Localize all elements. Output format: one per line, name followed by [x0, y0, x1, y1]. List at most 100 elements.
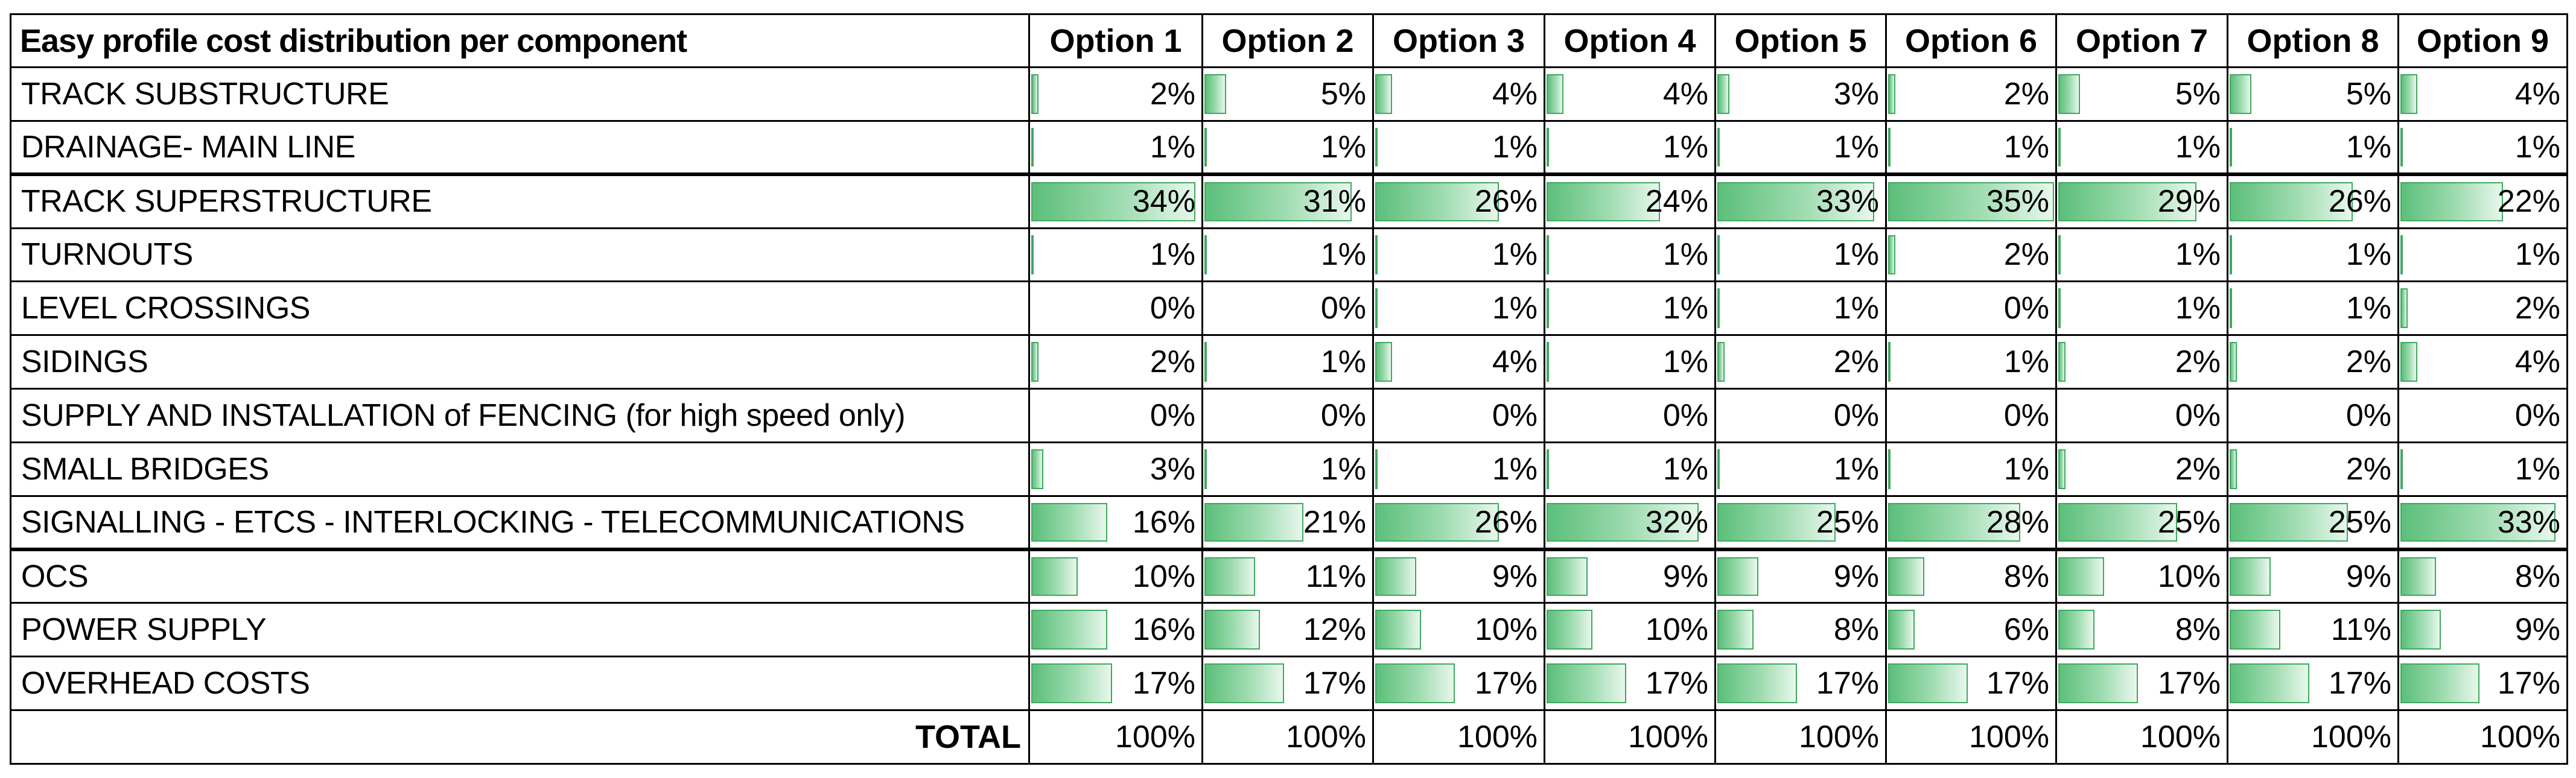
value-cell: 1% [1372, 119, 1545, 176]
value-cell: 1% [1885, 334, 2057, 390]
data-bar [2058, 610, 2095, 650]
value-cell: 1% [1201, 334, 1374, 390]
data-bar [2058, 502, 2177, 542]
data-bar [1375, 502, 1499, 542]
value-cell: 1% [2397, 227, 2568, 283]
data-bar [1204, 610, 1260, 650]
value-cell: 1% [2227, 227, 2399, 283]
column-header-option-1: Option 1 [1028, 13, 1203, 68]
data-bar [1547, 288, 1549, 329]
percent-value: 9% [1662, 559, 1708, 595]
data-bar [2058, 182, 2196, 221]
data-bar [2230, 557, 2271, 596]
value-cell: 1% [1544, 280, 1716, 337]
data-bar [1888, 502, 2021, 542]
value-cell: 4% [2397, 334, 2568, 390]
data-bar [1375, 610, 1422, 650]
data-bar [1547, 557, 1588, 596]
value-cell: 12% [1201, 602, 1374, 658]
data-bar [2400, 449, 2403, 489]
value-cell: 17% [1544, 656, 1716, 712]
total-value: 100% [1028, 709, 1203, 765]
data-bar [1547, 74, 1563, 114]
percent-value: 4% [1662, 76, 1708, 112]
percent-value: 0% [1150, 397, 1195, 433]
value-cell: 1% [1372, 280, 1545, 337]
value-cell: 1% [1544, 119, 1716, 176]
column-header-option-6: Option 6 [1885, 13, 2057, 68]
data-bar [2058, 557, 2105, 596]
percent-value: 0% [1492, 397, 1538, 433]
data-bar [2400, 610, 2441, 650]
percent-value: 32% [1645, 504, 1708, 540]
percent-value: 2% [2345, 451, 2391, 487]
value-cell: 10% [1544, 602, 1716, 658]
percent-value: 2% [2175, 451, 2221, 487]
percent-value: 1% [2345, 130, 2391, 165]
data-bar [1547, 182, 1660, 221]
data-bar [1888, 74, 1895, 114]
percent-value: 0% [1833, 397, 1879, 433]
value-cell: 1% [2055, 280, 2228, 337]
value-cell: 1% [1372, 441, 1545, 497]
percent-value: 10% [1132, 559, 1195, 595]
data-bar [1204, 449, 1207, 489]
percent-value: 3% [1833, 76, 1879, 112]
data-bar [1031, 182, 1195, 221]
percent-value: 17% [1816, 666, 1879, 701]
percent-value: 34% [1132, 184, 1195, 220]
percent-value: 10% [2157, 559, 2221, 595]
percent-value: 29% [2157, 184, 2221, 220]
percent-value: 1% [1492, 451, 1538, 487]
total-value: 100% [2397, 709, 2568, 765]
value-cell: 33% [1714, 172, 1887, 229]
percent-value: 1% [2175, 291, 2221, 326]
percent-value: 0% [2003, 291, 2049, 326]
percent-value: 1% [2175, 130, 2221, 165]
value-cell: 3% [1714, 66, 1887, 122]
percent-value: 1% [1492, 130, 1538, 165]
percent-value: 5% [1320, 76, 1366, 112]
data-bar [1717, 342, 1725, 382]
value-cell: 4% [1372, 66, 1545, 122]
component-label: OCS [10, 548, 1030, 604]
component-label: SIDINGS [10, 334, 1030, 390]
value-cell: 11% [2227, 602, 2399, 658]
value-cell: 1% [2397, 441, 2568, 497]
value-cell: 1% [1544, 441, 1716, 497]
percent-value: 1% [1320, 237, 1366, 273]
value-cell: 26% [1372, 172, 1545, 229]
total-value: 100% [1714, 709, 1887, 765]
table-row: LEVEL CROSSINGS 0% 0% 1% 1% 1% 0% 1% 1% 2% [10, 280, 2568, 337]
data-bar [2230, 502, 2348, 542]
percent-value: 1% [2514, 237, 2560, 273]
component-label: LEVEL CROSSINGS [10, 280, 1030, 337]
total-value: 100% [2055, 709, 2228, 765]
percent-value: 1% [2003, 130, 2049, 165]
data-bar [1547, 235, 1549, 275]
data-bar [2058, 288, 2061, 329]
data-bar [2400, 557, 2437, 596]
data-bar [1717, 610, 1754, 650]
percent-value: 17% [2497, 666, 2560, 701]
value-cell: 9% [2397, 602, 2568, 658]
value-cell: 5% [1201, 66, 1374, 122]
data-bar [2400, 74, 2417, 114]
value-cell: 1% [2055, 227, 2228, 283]
data-bar [2058, 342, 2066, 382]
data-bar [1204, 663, 1284, 704]
data-bar [1547, 127, 1549, 167]
percent-value: 1% [1150, 130, 1195, 165]
data-bar [1375, 342, 1393, 382]
value-cell: 1% [2227, 119, 2399, 176]
component-label: OVERHEAD COSTS [10, 656, 1030, 712]
percent-value: 0% [1662, 397, 1708, 433]
value-cell: 1% [2055, 119, 2228, 176]
percent-value: 3% [1150, 451, 1195, 487]
percent-value: 25% [1816, 504, 1879, 540]
data-bar [1717, 502, 1836, 542]
percent-value: 33% [1816, 184, 1879, 220]
table-title: Easy profile cost distribution per compo… [10, 13, 1030, 68]
percent-value: 2% [2514, 291, 2560, 326]
percent-value: 2% [2003, 76, 2049, 112]
